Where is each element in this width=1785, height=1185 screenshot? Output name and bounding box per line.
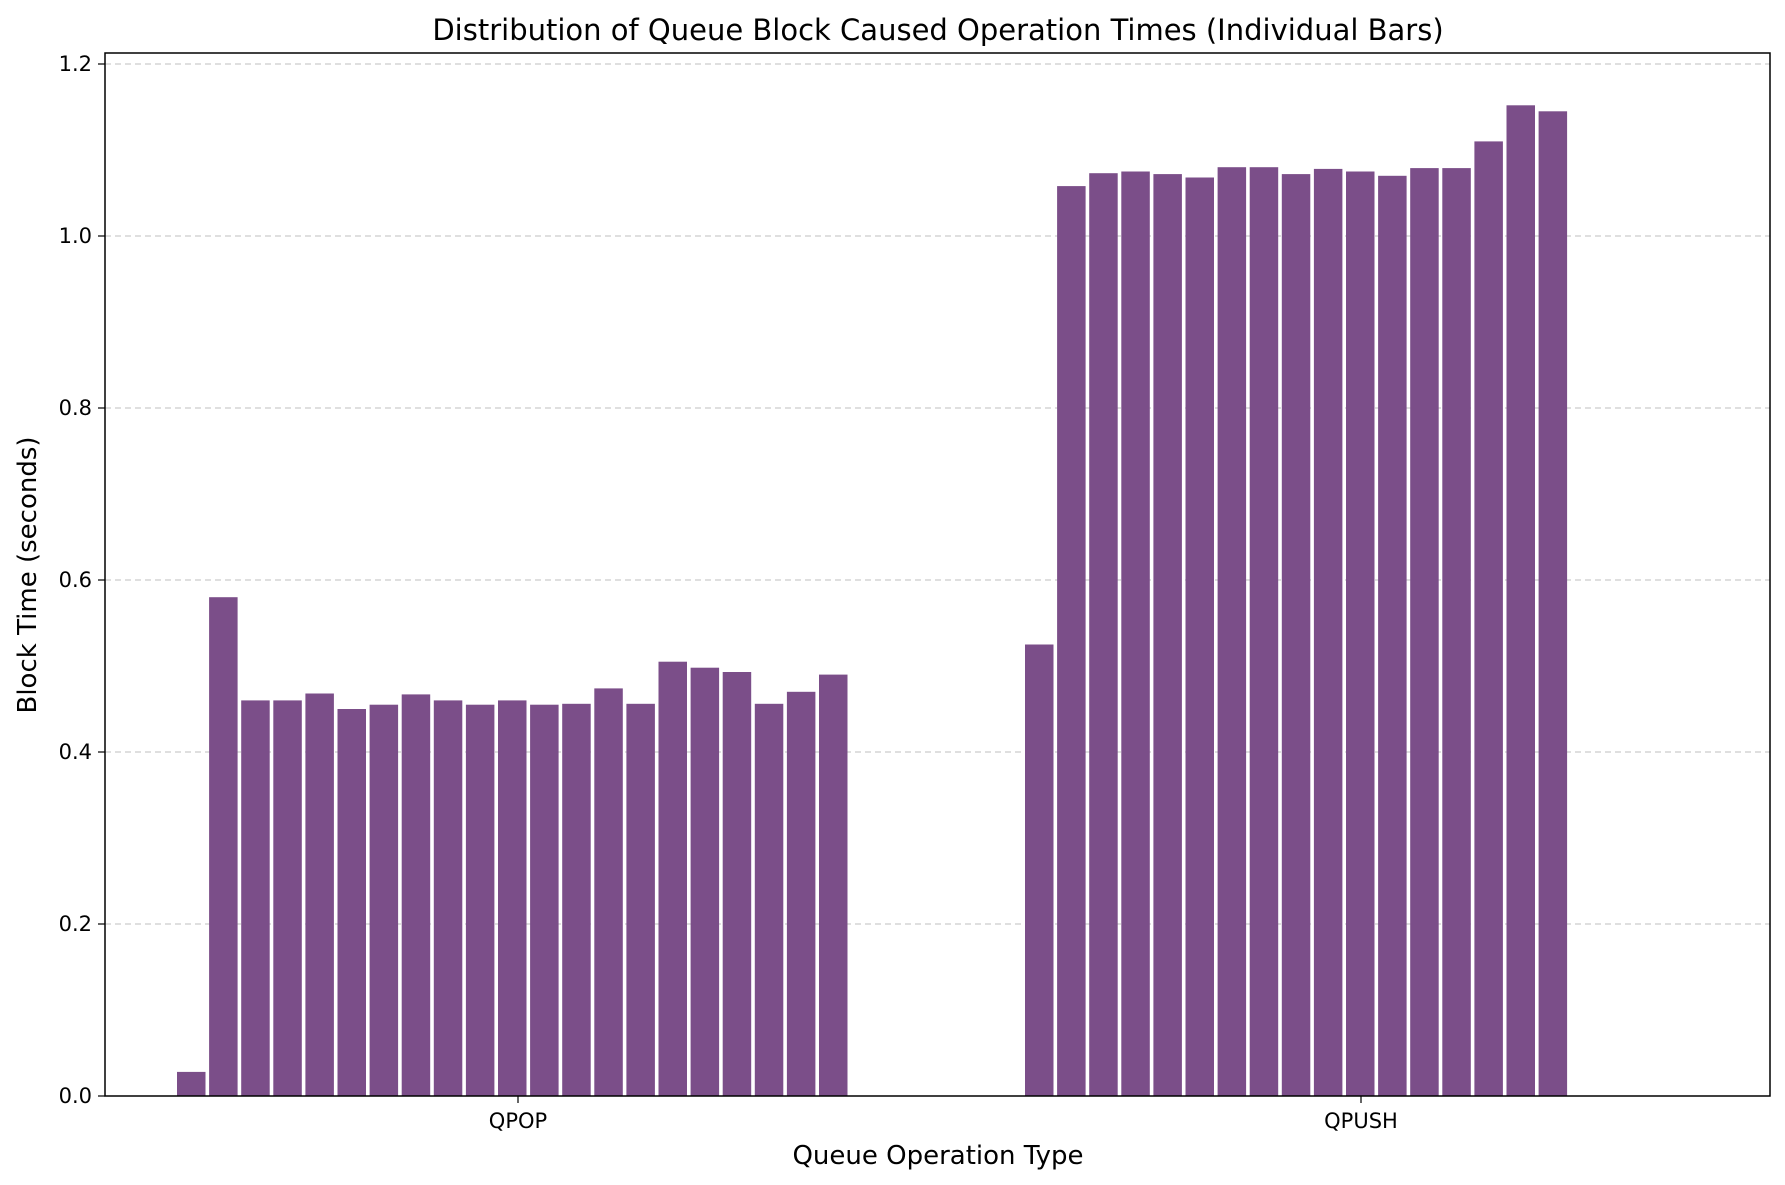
bar-qpop: [465, 704, 495, 1096]
bar-qpop: [177, 1071, 206, 1096]
grid-lines: [105, 63, 1770, 925]
bar-qpop: [690, 667, 720, 1096]
bar-qpush: [1474, 141, 1503, 1096]
bar-qpop: [401, 694, 431, 1096]
y-tick-label: 0.6: [59, 568, 92, 592]
bar-qpush: [1538, 111, 1568, 1097]
bar-qpop: [369, 704, 399, 1096]
bar-qpush: [1281, 174, 1311, 1097]
y-axis-ticks: 0.0 0.2 0.4 0.6 0.8 1.0 1.2: [59, 52, 105, 1108]
bar-qpush: [1442, 168, 1471, 1097]
y-axis-label: Block Time (seconds): [13, 436, 43, 713]
bar-qpush: [1249, 167, 1279, 1096]
bar-qpush: [1121, 171, 1150, 1096]
chart-title: Distribution of Queue Block Caused Opera…: [432, 13, 1443, 47]
y-tick-label: 0.2: [59, 912, 92, 936]
bar-qpop: [819, 674, 848, 1096]
bar-qpop: [658, 661, 687, 1096]
y-tick-label: 1.0: [59, 224, 92, 248]
bar-qpush: [1217, 167, 1247, 1096]
y-tick-label: 1.2: [59, 52, 92, 76]
bar-qpop: [337, 709, 366, 1096]
bars: [177, 105, 1568, 1097]
x-axis-label: Queue Operation Type: [792, 1141, 1083, 1171]
bar-qpop: [241, 700, 270, 1096]
bar-qpush: [1089, 173, 1118, 1096]
bar-qpush: [1313, 168, 1343, 1096]
bar-qpop: [786, 691, 816, 1096]
bar-qpush: [1057, 186, 1086, 1097]
plot-frame: [104, 52, 1771, 1097]
bar-qpop: [433, 700, 463, 1096]
bar-qpop: [273, 700, 302, 1096]
y-tick-label: 0.8: [59, 396, 92, 420]
bar-qpop: [498, 700, 527, 1096]
bar-qpop: [209, 597, 238, 1096]
bar-qpop: [754, 703, 784, 1096]
bar-qpop: [594, 688, 623, 1096]
bar-qpop: [626, 703, 655, 1096]
y-tick-label: 0.4: [59, 740, 92, 764]
x-tick-label: QPOP: [489, 1109, 547, 1133]
bar-qpush: [1410, 168, 1439, 1097]
x-axis-ticks: QPOP QPUSH: [489, 1096, 1398, 1133]
bar-qpush: [1506, 105, 1535, 1097]
bar-qpush: [1346, 171, 1375, 1096]
bar-qpop: [562, 703, 591, 1096]
bar-qpush: [1378, 175, 1407, 1097]
bar-qpush: [1185, 177, 1214, 1096]
bar-qpush: [1025, 644, 1054, 1096]
bar-qpop: [722, 672, 752, 1096]
bar-qpop: [530, 704, 559, 1096]
x-tick-label: QPUSH: [1324, 1109, 1398, 1133]
bar-qpush: [1153, 174, 1182, 1097]
bar-qpop: [305, 693, 334, 1096]
y-tick-label: 0.0: [59, 1084, 92, 1108]
